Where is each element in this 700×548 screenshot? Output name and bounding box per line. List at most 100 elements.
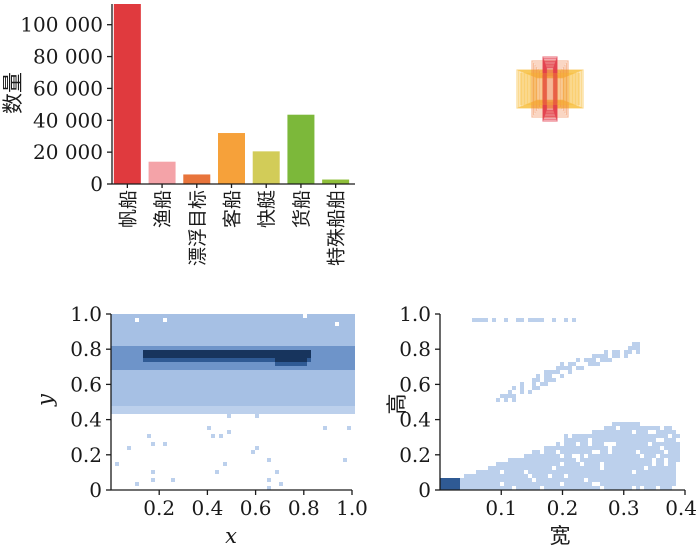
- density-cell: [552, 378, 556, 382]
- density-cell: [267, 394, 271, 398]
- density-cell: [672, 450, 676, 454]
- density-cell: [319, 390, 323, 394]
- density-cell: [532, 450, 536, 454]
- density-cell: [568, 466, 572, 470]
- density-cell: [632, 462, 636, 466]
- density-cell: [167, 374, 171, 378]
- density-cell: [183, 374, 187, 378]
- density-cell: [556, 366, 560, 370]
- density-cell: [291, 378, 295, 382]
- density-cell: [604, 358, 608, 362]
- density-cell: [636, 458, 640, 462]
- density-cell: [151, 410, 155, 414]
- density-cell: [275, 398, 279, 402]
- density-cell: [207, 358, 211, 362]
- density-cell: [139, 342, 143, 346]
- density-cell: [664, 438, 668, 442]
- density-cell: [243, 410, 247, 414]
- density-cell: [219, 346, 223, 350]
- density-cell: [227, 318, 231, 322]
- density-cell: [123, 314, 127, 318]
- density-cell: [303, 394, 307, 398]
- density-cell: [319, 318, 323, 322]
- density-cell: [231, 410, 235, 414]
- density-cell: [195, 350, 199, 354]
- density-cell: [127, 330, 131, 334]
- bbox-outline: [540, 72, 560, 106]
- density-cell: [155, 354, 159, 358]
- density-cell: [536, 458, 540, 462]
- density-cell: [283, 386, 287, 390]
- density-cell: [179, 338, 183, 342]
- density-cell: [315, 338, 319, 342]
- density-cell: [219, 386, 223, 390]
- density-cell: [159, 358, 163, 362]
- density-cell: [564, 454, 568, 458]
- density-cell: [632, 422, 636, 426]
- density-cell: [311, 330, 315, 334]
- density-cell: [323, 398, 327, 402]
- density-cell: [540, 470, 544, 474]
- density-cell: [588, 446, 592, 450]
- density-cell: [275, 342, 279, 346]
- density-cell: [155, 314, 159, 318]
- density-cell: [319, 354, 323, 358]
- density-cell: [267, 338, 271, 342]
- density-cell: [155, 366, 159, 370]
- density-cell: [119, 402, 123, 406]
- density-cell: [171, 342, 175, 346]
- density-cell: [215, 394, 219, 398]
- density-cell: [600, 446, 604, 450]
- density-cell: [255, 314, 259, 318]
- density-cell: [512, 482, 516, 486]
- density-cell: [604, 462, 608, 466]
- density-cell: [596, 470, 600, 474]
- density-cell: [283, 338, 287, 342]
- density-cell: [652, 438, 656, 442]
- density-cell: [347, 426, 351, 430]
- density-cell: [175, 386, 179, 390]
- density-cell: [600, 450, 604, 454]
- density-cell: [119, 338, 123, 342]
- wh-density-panel: 00.20.40.60.81.00.1 0.2 0.3 0.4 宽 高: [385, 302, 697, 548]
- density-cell: [167, 330, 171, 334]
- density-cell: [343, 374, 347, 378]
- density-cell: [307, 398, 311, 402]
- density-cell: [335, 354, 339, 358]
- density-cell: [111, 330, 115, 334]
- density-cell: [275, 318, 279, 322]
- density-cell: [179, 322, 183, 326]
- density-cell: [207, 382, 211, 386]
- density-cell: [127, 366, 131, 370]
- bbox-core-wide: [520, 73, 580, 105]
- density-cell: [560, 362, 564, 366]
- density-cell: [191, 342, 195, 346]
- density-cell: [271, 334, 275, 338]
- density-cell: [315, 390, 319, 394]
- density-cell: [620, 482, 624, 486]
- density-cell: [584, 450, 588, 454]
- density-cell: [508, 390, 512, 394]
- density-cell: [183, 358, 187, 362]
- density-cell: [263, 322, 267, 326]
- density-cell: [339, 322, 343, 326]
- density-cell: [223, 334, 227, 338]
- density-cell: [540, 462, 544, 466]
- density-cell: [287, 342, 291, 346]
- density-cell: [135, 482, 139, 486]
- density-cell: [540, 466, 544, 470]
- density-cell: [267, 378, 271, 382]
- density-cell: [604, 478, 608, 482]
- density-cell: [568, 450, 572, 454]
- density-cell: [267, 350, 271, 354]
- density-cell: [119, 326, 123, 330]
- density-cell: [207, 322, 211, 326]
- density-cell: [339, 342, 343, 346]
- density-cell: [580, 470, 584, 474]
- density-cell: [488, 486, 492, 490]
- density-cell: [512, 394, 516, 398]
- density-cell: [644, 458, 648, 462]
- density-cell: [223, 374, 227, 378]
- density-cell: [123, 350, 127, 354]
- density-cell: [247, 334, 251, 338]
